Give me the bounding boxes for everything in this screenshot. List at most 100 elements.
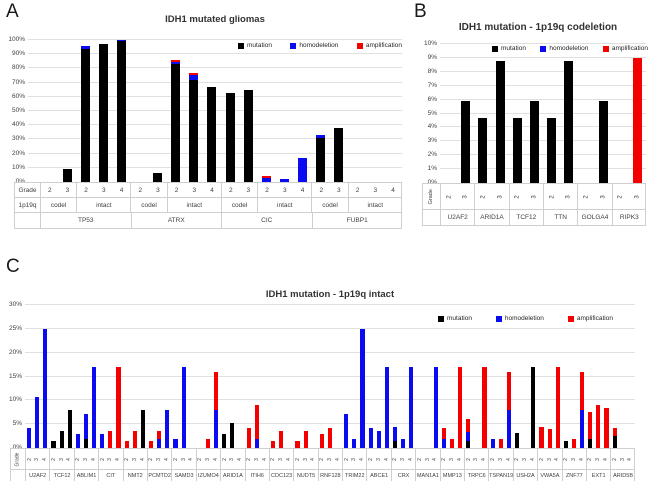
legend-label: homodeletion: [549, 45, 589, 52]
bar-PCMTD2-g3-homodeletion: [157, 439, 162, 448]
gridline: [440, 98, 646, 100]
y-tick-label: 15%: [8, 372, 22, 380]
legend-item-homodeletion: homodeletion: [495, 315, 544, 322]
amplification-swatch-icon: [356, 42, 363, 49]
grade-tick-label: 2: [148, 457, 155, 461]
y-tick-label: 7%: [427, 81, 437, 89]
grade-tick-slot: 2: [578, 194, 595, 200]
grade-tick-slot: 3: [58, 457, 66, 462]
grade-tick-slot: 3: [34, 457, 42, 462]
y-tick-label: 4%: [427, 123, 437, 131]
gridline: [25, 399, 635, 401]
legend-label: homodeletion: [299, 42, 339, 49]
grade-tick-slot: 2: [544, 194, 561, 200]
grade-tick-slot: 4: [505, 457, 513, 462]
grade-tick-label: 3: [522, 457, 528, 461]
grade-tick-label: 3: [34, 457, 41, 461]
panel-a-letter: A: [6, 1, 19, 22]
grade-tick-label: 3: [131, 457, 138, 461]
grade-tick-slot: 2: [99, 457, 107, 462]
grade-tick-label: 4: [505, 457, 512, 461]
bar-TRPC6-g2-amplification: [466, 419, 471, 433]
bar-CDC123-g2-amplification: [270, 440, 276, 448]
grade-tick-slot: 2: [319, 457, 327, 462]
x-axis-table: Grade 2 3 2 3 4 2 3 2 3 4 2 3 2 3 4 2 3 2 3 4 1p19q codel intac…: [14, 182, 402, 229]
gridline: [25, 351, 635, 353]
panel-a-plot: [28, 39, 402, 183]
bar-CRX-g2-mutation: [392, 440, 398, 448]
bar-CIC-g4-homodeletion: [297, 157, 307, 182]
grade-tick-label: 2: [294, 457, 301, 461]
y-tick-label: 70%: [11, 78, 25, 86]
bar-ABCE1-g3-homodeletion: [376, 430, 381, 448]
bar-ABLIM1-g3-homodeletion: [83, 413, 89, 440]
homodeletion-swatch-icon: [495, 315, 502, 322]
bar-TSPAN19-g2-homodeletion: [490, 439, 495, 448]
panel-b-plot: [440, 43, 646, 184]
grade-tick-label: 2: [355, 186, 360, 194]
bar-USH2A-g4-mutation: [531, 366, 536, 448]
bar-TP53-g2-mutation: [80, 48, 90, 182]
grade-tick-slot: 2: [613, 194, 630, 200]
grade-tick-label: 2: [99, 457, 106, 461]
gene-label-U2AF2: U2AF2: [440, 209, 475, 225]
grade-tick-slot: 3: [253, 457, 261, 462]
x-axis-row: U2AF2 ARID1A TCF12 TTN GOLGA4 RIPK3: [422, 209, 646, 225]
grade-tick-label: 2: [446, 194, 453, 199]
bar-ARID5B-g2-mutation: [612, 436, 617, 448]
grade-tick-slot: 3: [375, 457, 383, 462]
bar-ARID1A-g3-mutation: [230, 422, 235, 448]
grade-tick-slot: 3: [497, 457, 505, 462]
gene-row-header: [10, 469, 25, 481]
bar-CRX-g3-homodeletion: [401, 439, 406, 448]
bar-TP53-g3-mutation: [62, 169, 72, 182]
grade-tick-label: 3: [448, 457, 455, 461]
panel-c-title: IDH1 mutation - 1p19q intact: [265, 289, 395, 300]
bar-TCF12-g4-mutation: [67, 409, 72, 448]
grade-tick-slot: 2: [514, 457, 522, 462]
y-tick-label: 20%: [8, 348, 22, 356]
gene-label-ARID1A: ARID1A: [220, 469, 245, 481]
bar-ZNF77-g4-homodeletion: [580, 409, 585, 448]
y-tick-label: 0%: [427, 179, 437, 186]
grade-tick-label: 4: [456, 457, 463, 461]
grade-tick-slot: 2: [563, 457, 571, 462]
panel-b: B IDH1 mutation - 1p19q codeletion mutat…: [410, 0, 650, 250]
legend-label: amplification: [576, 315, 613, 322]
grade-tick-label: 4: [391, 186, 395, 194]
grade-tick-slot: 4: [139, 457, 147, 462]
grade-tick-label: 4: [285, 457, 292, 461]
bar-ABLIM1-g4-homodeletion: [92, 366, 97, 448]
gene-label-NMT2: NMT2: [122, 469, 147, 481]
bar-ARID5B-g2-amplification: [612, 427, 617, 437]
grade-tick-label: 3: [65, 186, 70, 194]
y-tick-label: 60%: [11, 92, 25, 100]
mutation-swatch-icon: [438, 315, 444, 322]
grade-tick-label: 2: [26, 457, 33, 461]
gene-label-ATRX: ATRX: [130, 212, 221, 228]
gridline: [440, 56, 646, 58]
grade-tick-slot: 3: [546, 457, 554, 462]
p19q-status-label: intact: [76, 197, 131, 212]
bar-ABLIM1-g2-homodeletion: [75, 434, 80, 448]
grade-tick-slot: 3: [492, 194, 509, 200]
grade-tick-slot: 3: [131, 457, 139, 462]
grade-tick-slot: 4: [237, 457, 245, 462]
grade-tick-label: 3: [497, 457, 504, 461]
bar-EXT1-g2-mutation: [588, 439, 593, 448]
gene-label-GOLGA4: GOLGA4: [577, 209, 612, 225]
grade-tick-label: 3: [278, 457, 285, 461]
grade-tick-label: 3: [246, 186, 251, 194]
y-tick-label: 5%: [427, 109, 437, 117]
grade-tick-slot: 2: [221, 457, 229, 462]
grade-tick-label: 2: [319, 457, 326, 461]
grade-tick-label: 4: [139, 457, 146, 461]
bar-NUDT5-g2-amplification: [295, 440, 300, 448]
